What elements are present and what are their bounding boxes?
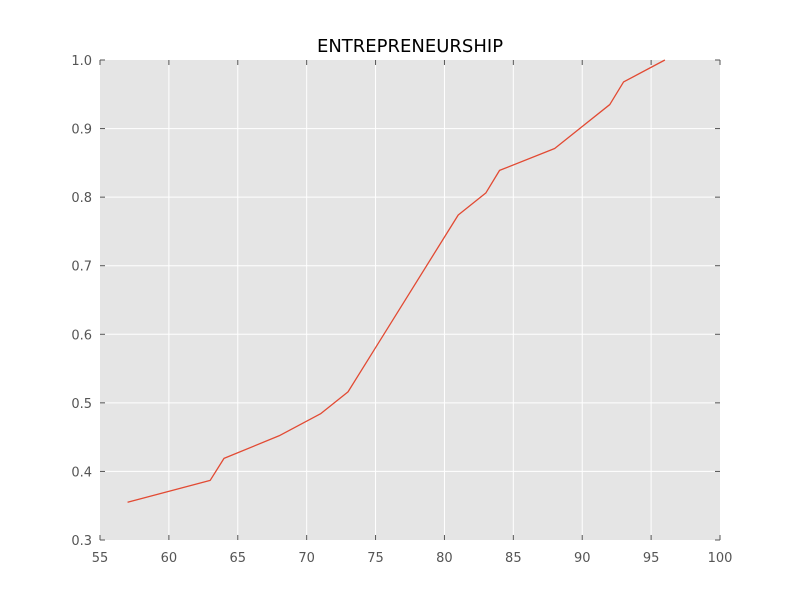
grid-lines [100, 60, 720, 540]
series-layer [127, 59, 666, 503]
y-tick-labels: 0.3 0.4 0.5 0.6 0.7 0.8 0.9 1.0 [71, 54, 92, 549]
y-tick-label: 0.3 [71, 534, 92, 549]
x-tick-label: 75 [367, 551, 384, 566]
x-tick-label: 70 [298, 551, 315, 566]
y-tick-label: 0.7 [71, 260, 92, 275]
x-tick-label: 100 [708, 551, 733, 566]
tick-marks [99, 59, 721, 541]
y-tick-label: 1.0 [71, 54, 92, 69]
series-line [127, 59, 666, 503]
y-tick-label: 0.8 [71, 191, 92, 206]
y-tick-label: 0.5 [71, 397, 92, 412]
x-tick-label: 65 [230, 551, 247, 566]
y-tick-label: 0.6 [71, 328, 92, 343]
chart-title: ENTREPRENEURSHIP [317, 36, 503, 57]
x-tick-label: 55 [92, 551, 109, 566]
x-tick-label: 90 [574, 551, 591, 566]
x-tick-labels: 55 60 65 70 75 80 85 90 95 100 [92, 551, 733, 566]
x-tick-label: 85 [505, 551, 522, 566]
x-tick-label: 60 [161, 551, 178, 566]
y-tick-label: 0.4 [71, 465, 92, 480]
x-tick-label: 80 [436, 551, 453, 566]
plot-background [100, 60, 720, 540]
x-tick-label: 95 [643, 551, 660, 566]
y-tick-label: 0.9 [71, 123, 92, 138]
